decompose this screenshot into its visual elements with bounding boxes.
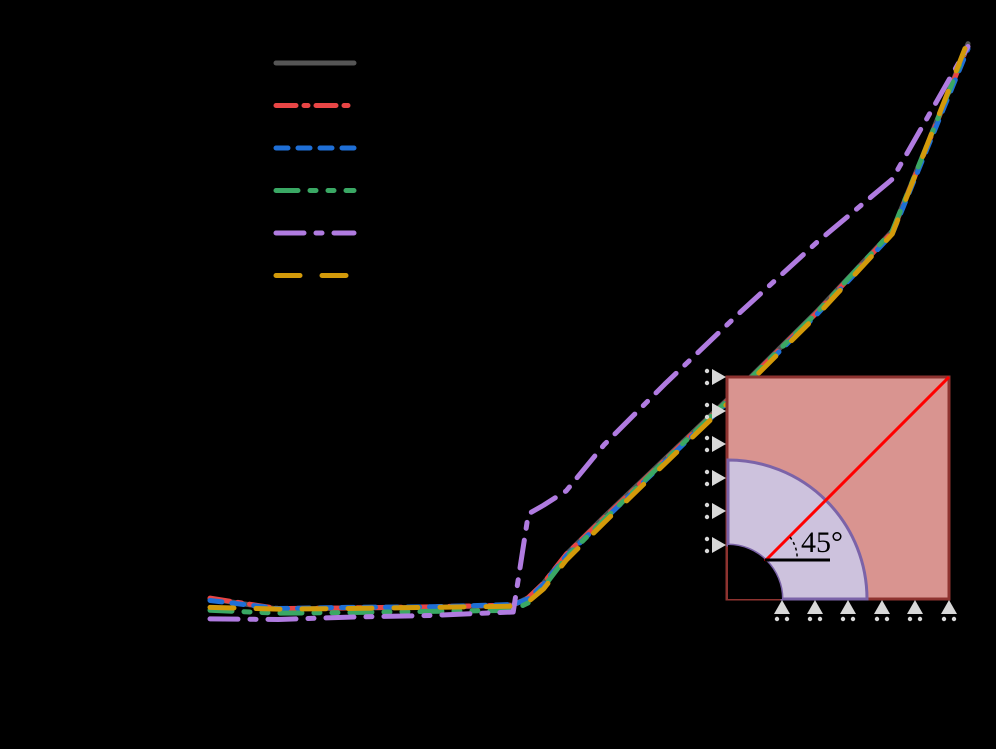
roller-support-icon [874, 600, 890, 614]
roller-dot [917, 616, 923, 622]
roller-dot [907, 616, 913, 622]
roller-dot [704, 414, 710, 420]
roller-dot [704, 536, 710, 542]
roller-dot [704, 469, 710, 475]
roller-dot [784, 616, 790, 622]
roller-support-icon [774, 600, 790, 614]
roller-support-icon [712, 436, 726, 452]
roller-dot [817, 616, 823, 622]
inset-diagonal-line [763, 375, 951, 563]
roller-support-icon [907, 600, 923, 614]
axes [159, 20, 985, 641]
bottom-roller-supports [774, 600, 957, 622]
roller-dot [704, 380, 710, 386]
inset-hole [728, 545, 782, 599]
left-roller-supports [704, 368, 726, 554]
roller-dot [951, 616, 957, 622]
plot-area [207, 38, 971, 623]
roller-dot [704, 481, 710, 487]
roller-support-icon [712, 537, 726, 553]
roller-support-icon [807, 600, 823, 614]
inset-angle-label: 45° [801, 526, 843, 559]
roller-support-icon [941, 600, 957, 614]
roller-dot [774, 616, 780, 622]
roller-dot [704, 502, 710, 508]
curve-series-5 [207, 44, 971, 623]
inset-angle-arc [789, 536, 798, 561]
roller-dot [840, 616, 846, 622]
roller-dot [704, 435, 710, 441]
roller-dot [941, 616, 947, 622]
roller-dot [807, 616, 813, 622]
roller-support-icon [712, 369, 726, 385]
legend [273, 60, 357, 278]
curve-series-6 [207, 38, 971, 612]
roller-support-icon [712, 470, 726, 486]
roller-support-icon [840, 600, 856, 614]
inset-diagram: 45° [704, 368, 957, 622]
roller-dot [874, 616, 880, 622]
roller-dot [704, 368, 710, 374]
roller-dot [850, 616, 856, 622]
roller-support-icon [712, 503, 726, 519]
roller-dot [704, 402, 710, 408]
roller-dot [704, 548, 710, 554]
roller-support-icon [712, 403, 726, 419]
roller-dot [704, 447, 710, 453]
roller-dot [704, 514, 710, 520]
roller-dot [884, 616, 890, 622]
